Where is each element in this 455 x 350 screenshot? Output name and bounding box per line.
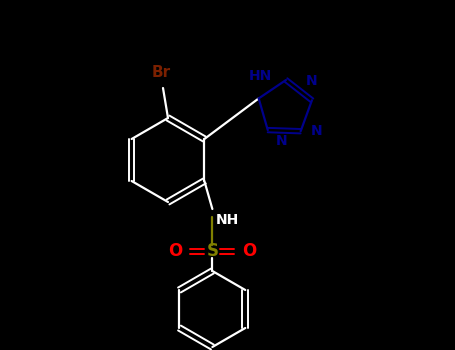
Text: N: N bbox=[276, 134, 288, 148]
Text: NH: NH bbox=[215, 213, 238, 227]
Text: O: O bbox=[243, 242, 257, 260]
Text: O: O bbox=[168, 242, 182, 260]
Text: N: N bbox=[311, 124, 322, 138]
Text: S: S bbox=[207, 242, 218, 260]
Text: N: N bbox=[306, 74, 318, 88]
Text: Br: Br bbox=[152, 65, 171, 80]
Text: HN: HN bbox=[249, 69, 272, 83]
